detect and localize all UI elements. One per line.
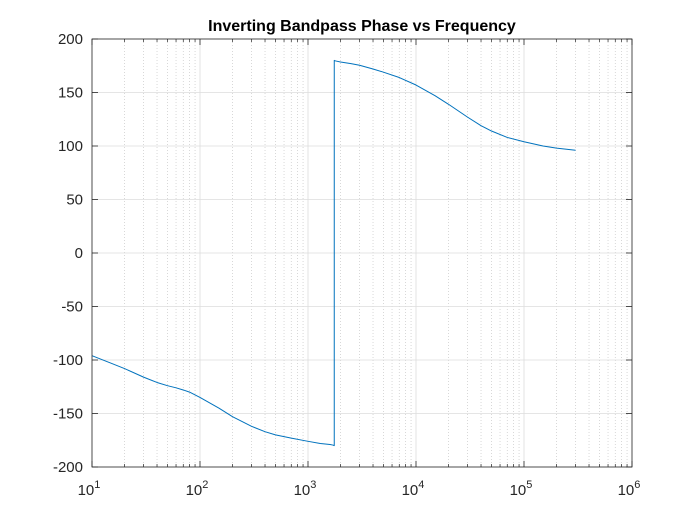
y-tick-label: 200 — [58, 31, 83, 48]
x-tick-label: 105 — [510, 479, 533, 499]
y-tick-label: -100 — [53, 352, 83, 369]
y-tick-label: -200 — [53, 459, 83, 476]
x-tick-label-base: 10 — [402, 482, 419, 499]
x-tick-label-base: 10 — [294, 482, 311, 499]
x-tick-label: 101 — [78, 479, 101, 499]
y-tick-label: -150 — [53, 406, 83, 423]
x-tick-label: 103 — [294, 479, 317, 499]
x-tick-label-exponent: 2 — [202, 479, 208, 491]
x-tick-label-exponent: 1 — [94, 479, 100, 491]
x-tick-label-exponent: 6 — [634, 479, 640, 491]
y-tick-label: -50 — [61, 299, 83, 316]
phase-series-line — [91, 59, 576, 447]
x-tick-label: 106 — [618, 479, 641, 499]
y-tick-label: 50 — [66, 192, 83, 209]
y-tick-label: 0 — [75, 245, 83, 262]
y-tick-label: 100 — [58, 138, 83, 155]
x-tick-label-base: 10 — [510, 482, 527, 499]
axis-ticks — [91, 38, 633, 468]
x-tick-label-base: 10 — [618, 482, 635, 499]
axis-tick-labels: 101 102 103 104 105 106200150100500-50-100-15… — [53, 31, 640, 499]
plot-frame — [91, 38, 633, 468]
data-series — [91, 59, 576, 447]
x-tick-label-exponent: 4 — [418, 479, 424, 491]
x-tick-label-exponent: 5 — [526, 479, 532, 491]
x-tick-label-base: 10 — [78, 482, 95, 499]
y-tick-label: 150 — [58, 85, 83, 102]
x-tick-label-exponent: 3 — [310, 479, 316, 491]
x-tick-label: 104 — [402, 479, 425, 499]
x-tick-label: 102 — [186, 479, 209, 499]
chart-title: Inverting Bandpass Phase vs Frequency — [208, 18, 516, 35]
x-tick-label-base: 10 — [186, 482, 203, 499]
